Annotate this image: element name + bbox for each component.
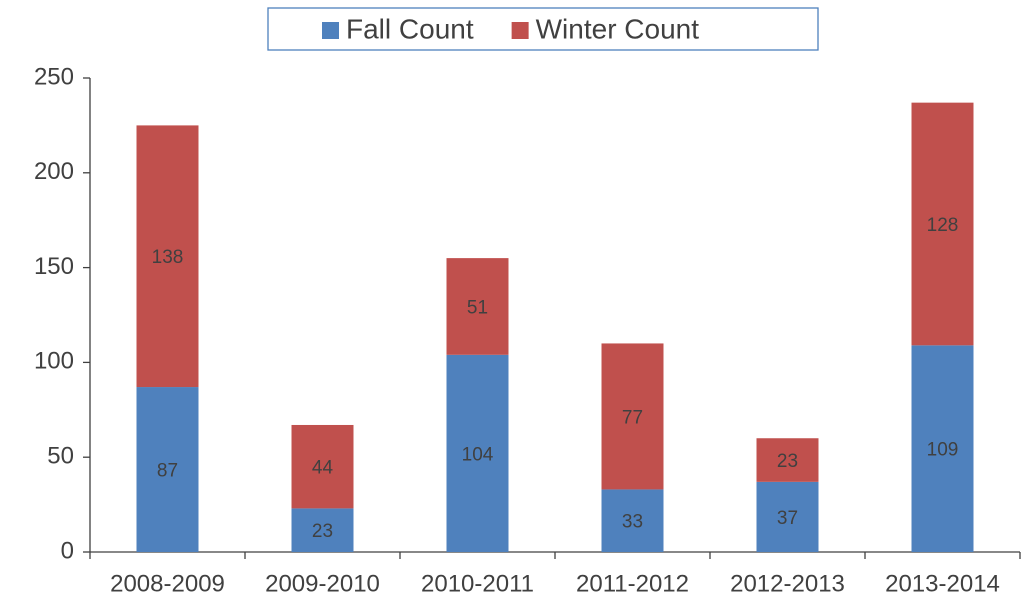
- bar-segment: [756, 481, 819, 552]
- data-label: 23: [312, 521, 333, 542]
- bar-segment: [446, 258, 509, 355]
- y-tick-label: 200: [34, 158, 74, 185]
- x-tick-label: 2008-2009: [110, 570, 225, 597]
- bar-segment: [136, 125, 199, 388]
- bar-segment: [601, 489, 664, 552]
- bar-segment: [911, 345, 974, 552]
- data-label: 77: [622, 407, 643, 428]
- x-tick-label: 2013-2014: [885, 570, 1000, 597]
- y-tick-label: 250: [34, 63, 74, 90]
- legend-label: Fall Count: [346, 13, 474, 44]
- data-label: 44: [312, 458, 334, 479]
- data-label: 104: [462, 444, 494, 465]
- legend-box: [267, 7, 819, 51]
- legend-label: Winter Count: [536, 13, 700, 44]
- x-tick-label: 2009-2010: [265, 570, 380, 597]
- data-label: 87: [157, 461, 178, 482]
- y-tick-label: 150: [34, 253, 74, 280]
- bar-segment: [291, 508, 354, 552]
- data-label: 23: [777, 451, 798, 472]
- bar-segment: [756, 438, 819, 482]
- x-tick-label: 2011-2012: [576, 570, 689, 597]
- y-tick-label: 0: [61, 537, 74, 564]
- bar-segment: [911, 102, 974, 346]
- data-label: 109: [927, 440, 959, 461]
- bar-segment: [136, 387, 199, 552]
- bar-segment: [601, 343, 664, 490]
- legend-swatch: [511, 22, 529, 39]
- data-label: 37: [777, 508, 798, 529]
- data-label: 51: [467, 297, 488, 318]
- x-tick-label: 2010-2011: [421, 570, 534, 597]
- legend-swatch: [322, 22, 339, 39]
- y-tick-label: 50: [47, 443, 74, 470]
- data-label: 128: [927, 215, 959, 236]
- x-tick-label: 2012-2013: [730, 570, 845, 597]
- y-tick-label: 100: [34, 348, 74, 375]
- bar-segment: [446, 354, 509, 552]
- bar-segment: [291, 424, 354, 509]
- data-label: 33: [622, 512, 643, 533]
- data-label: 138: [152, 247, 184, 268]
